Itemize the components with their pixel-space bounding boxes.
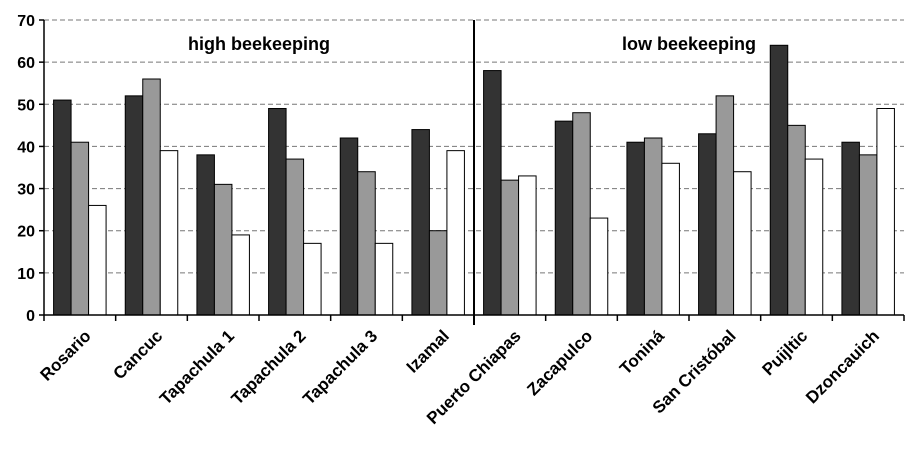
group-label-high: high beekeeping [188, 34, 330, 54]
bar-zacapulco-s3 [589, 217, 609, 316]
bar-puijltic-s1 [769, 44, 789, 316]
y-tick-label: 30 [17, 182, 35, 199]
bar-izamal-s3 [446, 150, 465, 316]
y-tick-label: 20 [17, 224, 35, 241]
bar-tapachula-2-s2 [285, 158, 305, 316]
bar-tapachula-3-s2 [357, 171, 376, 316]
bar-rosario-s2 [70, 141, 90, 316]
bar-izamal-s2 [428, 230, 448, 316]
bar-tapachula-1-s2 [213, 183, 233, 316]
bar-rosario-s3 [88, 204, 107, 316]
category-label: Dzoncauich [802, 326, 883, 407]
bar-tonin--s1 [626, 141, 645, 316]
bar-puijltic-s2 [787, 124, 806, 316]
axes [39, 19, 905, 325]
bar-san-crist-bal-s2 [715, 95, 735, 316]
bar-tonin--s3 [661, 162, 680, 316]
bar-cancuc-s2 [142, 78, 161, 316]
y-tick-label: 50 [17, 97, 35, 114]
category-label: Puijltic [758, 326, 811, 379]
bars [53, 44, 895, 316]
bar-tapachula-1-s1 [196, 154, 215, 316]
y-tick-label: 60 [17, 55, 35, 72]
group-label-low: low beekeeping [622, 34, 756, 54]
category-label: Toniná [616, 326, 668, 378]
bar-tapachula-3-s3 [374, 242, 394, 316]
y-tick-label: 10 [17, 266, 35, 283]
bar-puerto-chiapas-s1 [483, 70, 502, 316]
y-tick-labels: 0 10 20 30 40 50 60 70 [17, 13, 35, 325]
bar-puerto-chiapas-s3 [518, 175, 537, 316]
y-tick-label: 70 [17, 13, 35, 30]
y-tick-label: 0 [26, 308, 35, 325]
category-label: Tapachula 2 [228, 326, 310, 408]
category-label: Izamal [403, 326, 453, 376]
category-label: Zacapulco [523, 326, 596, 399]
category-label: Rosario [36, 326, 94, 384]
category-label: Tapachula 3 [299, 326, 381, 408]
bar-tapachula-2-s1 [268, 108, 287, 316]
category-label: Tapachula 1 [156, 326, 238, 408]
bar-puijltic-s3 [804, 158, 824, 316]
gridlines [44, 19, 904, 274]
bar-zacapulco-s1 [554, 120, 574, 316]
bar-zacapulco-s2 [572, 112, 591, 316]
annotations: high beekeeping low beekeeping [188, 34, 756, 54]
bar-san-crist-bal-s3 [733, 171, 752, 316]
bar-dzoncauich-s2 [858, 154, 878, 316]
bar-tapachula-3-s1 [339, 137, 359, 316]
category-label: Cancuc [109, 326, 166, 383]
bar-tapachula-1-s3 [231, 234, 250, 316]
bar-rosario-s1 [53, 99, 72, 316]
bar-puerto-chiapas-s2 [500, 179, 520, 316]
bar-tapachula-2-s3 [303, 242, 322, 316]
bar-tonin--s2 [643, 137, 663, 316]
y-tick-label: 40 [17, 139, 35, 156]
bar-cancuc-s1 [124, 95, 144, 316]
bar-dzoncauich-s3 [876, 108, 895, 316]
bar-izamal-s1 [411, 129, 430, 316]
bar-dzoncauich-s1 [841, 141, 860, 316]
bar-cancuc-s3 [159, 150, 179, 316]
bar-san-crist-bal-s1 [698, 133, 717, 316]
